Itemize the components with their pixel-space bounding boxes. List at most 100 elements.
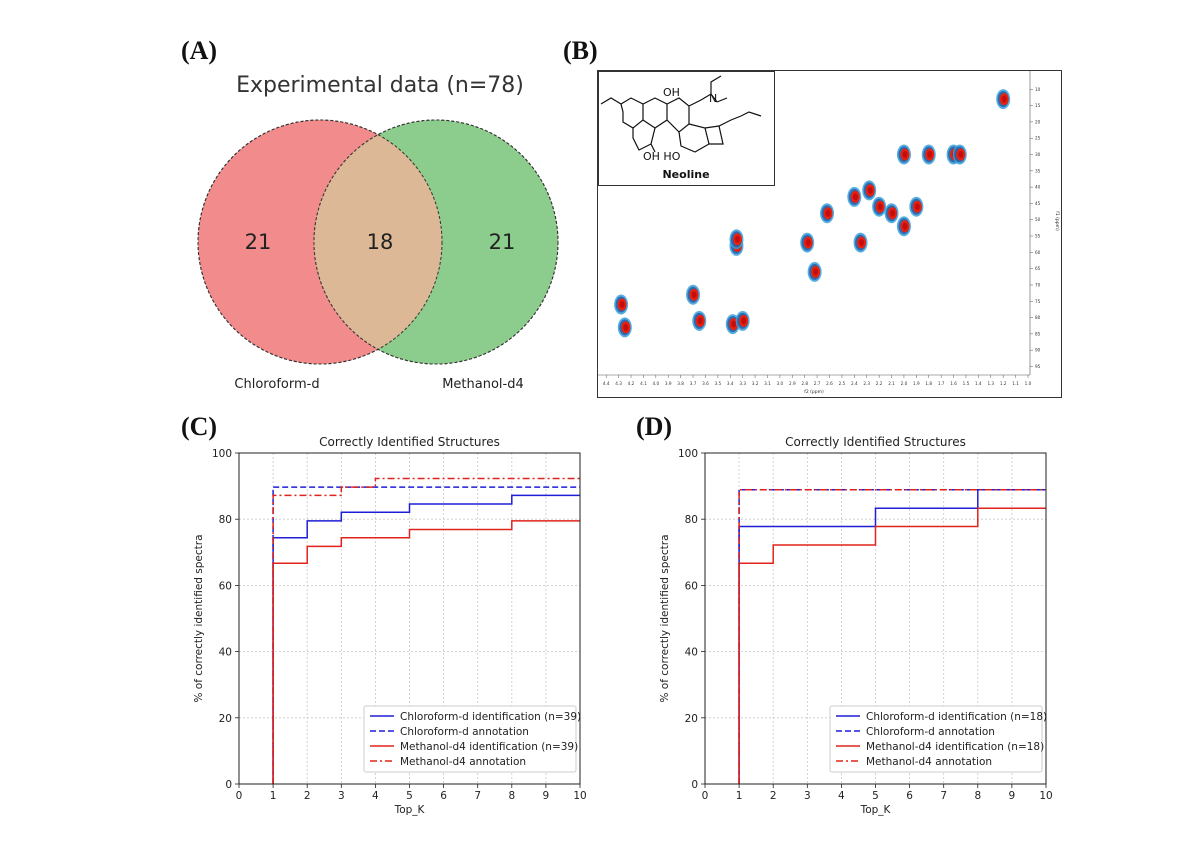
legend-label: Methanol-d4 annotation [866,756,992,768]
x-tick-label: 10 [1039,790,1052,802]
y-tick-label: 0 [691,779,698,791]
nmr-cross-peak [872,196,887,217]
nmr-xtick-label: 2.0 [901,381,908,386]
nmr-xlabel: f2 (ppm) [804,389,824,395]
nmr-xtick-label: 1.2 [1000,381,1007,386]
nmr-xtick-label: 3.2 [752,381,759,386]
x-tick-label: 0 [702,790,709,802]
plot-frame [238,452,581,785]
y-axis-label: % of correctly identified spectra [193,534,205,702]
nmr-xtick-label: 2.4 [851,381,858,386]
nmr-xtick-label: 2.7 [814,381,821,386]
x-tick-label: 7 [940,790,947,802]
nmr-cross-peak [617,317,632,338]
nmr-cross-peak [909,196,924,217]
venn-title: Experimental data (n=78) [236,73,524,98]
x-tick-label: 3 [804,790,811,802]
nmr-xtick-label: 1.5 [963,381,970,386]
chart-title: Correctly Identified Structures [785,435,966,449]
nmr-ytick-label: 35 [1035,168,1041,173]
x-axis-label: Top_K [394,804,426,816]
chart-legend: Chloroform-d identification (n=39) Chloro… [363,705,581,773]
series-line [738,488,1046,784]
nmr-xtick-label: 3.0 [777,381,784,386]
neoline-oh-top: OH [663,86,680,99]
x-tick-label: 1 [736,790,743,802]
nmr-ytick-label: 80 [1035,315,1041,320]
nmr-ytick-label: 50 [1035,217,1041,222]
x-tick-label: 5 [406,790,413,802]
y-tick-label: 0 [225,779,232,791]
nmr-spectrum: 4.4 4.3 4.2 4.1 4.0 3.9 3.8 3.7 3.6 3.5 3.4 3.3 3.2 3… [598,71,1060,395]
nmr-ytick-label: 70 [1035,282,1041,287]
nmr-cross-peak [996,89,1011,110]
x-tick-label: 9 [1009,790,1016,802]
nmr-ytick-label: 25 [1035,136,1041,141]
x-axis-label: Top_K [860,804,892,816]
nmr-cross-peak [847,186,862,207]
y-tick-label: 80 [219,514,232,526]
nmr-xtick-label: 1.8 [925,381,932,386]
nmr-ytick-label: 55 [1035,234,1041,239]
nmr-ytick-label: 45 [1035,201,1041,206]
neoline-oh-bottom: OH HO [643,150,681,163]
x-tick-label: 5 [872,790,879,802]
x-tick-label: 2 [304,790,311,802]
y-tick-label: 40 [219,647,232,659]
x-tick-label: 3 [338,790,345,802]
nmr-cross-peak [862,180,877,201]
nmr-xtick-label: 3.5 [715,381,722,386]
nmr-xtick-label: 3.4 [727,381,734,386]
x-tick-label: 6 [440,790,447,802]
nmr-xtick-label: 4.2 [628,381,635,386]
nmr-xtick-label: 1.4 [975,381,982,386]
neoline-n-label: N [709,92,717,105]
legend-label: Chloroform-d identification (n=39) [400,711,581,723]
chart-title: Correctly Identified Structures [319,435,500,449]
y-tick-label: 100 [212,448,232,460]
nmr-xtick-label: 4.4 [603,381,610,386]
nmr-xtick-label: 2.1 [888,381,895,386]
nmr-xtick-label: 4.0 [652,381,659,386]
legend-label: Methanol-d4 identification (n=39) [400,741,578,753]
nmr-cross-peak [735,310,750,331]
nmr-cross-peak [896,216,911,237]
nmr-cross-peak [921,144,936,165]
nmr-xtick-label: 3.7 [690,381,697,386]
venn-left-label: Chloroform-d [234,377,319,392]
nmr-ytick-label: 95 [1035,364,1041,369]
neoline-structure-inset: OH N OH HO Neoline [598,71,775,186]
nmr-xtick-label: 2.5 [839,381,846,386]
neoline-structure-drawing: OH N OH HO Neoline [600,75,762,181]
nmr-ytick-label: 90 [1035,348,1041,353]
y-tick-label: 60 [685,580,698,592]
chart-c: Correctly Identified Structures 0 1 2 3 4 5 6 7 8… [193,435,587,816]
nmr-cross-peak [692,310,707,331]
x-tick-label: 2 [770,790,777,802]
panel-label-a: (A) [181,36,218,65]
venn-right-label: Methanol-d4 [442,377,524,392]
series-line [738,507,1046,784]
nmr-ytick-label: 40 [1035,185,1041,190]
nmr-cross-peak [853,232,868,253]
nmr-ytick-label: 30 [1035,152,1041,157]
legend-label: Chloroform-d annotation [400,726,529,738]
series-line [272,494,580,784]
nmr-cross-peak [952,144,967,165]
nmr-ytick-label: 10 [1035,87,1041,92]
y-axis-label: % of correctly identified spectra [659,534,671,702]
y-tick-label: 60 [219,580,232,592]
nmr-ytick-label: 20 [1035,119,1041,124]
nmr-xtick-label: 4.1 [640,381,647,386]
nmr-cross-peak [807,261,822,282]
nmr-cross-peak [725,314,740,335]
legend-label: Chloroform-d identification (n=18) [866,711,1047,723]
nmr-xtick-label: 3.9 [665,381,672,386]
plot-frame [704,452,1047,785]
nmr-ylabel: f1 (ppm) [1054,211,1060,231]
panel-label-c: (C) [181,412,218,441]
x-tick-label: 4 [372,790,379,802]
y-tick-label: 80 [685,514,698,526]
venn-overlap-region [314,120,442,364]
nmr-xtick-label: 1.7 [938,381,945,386]
